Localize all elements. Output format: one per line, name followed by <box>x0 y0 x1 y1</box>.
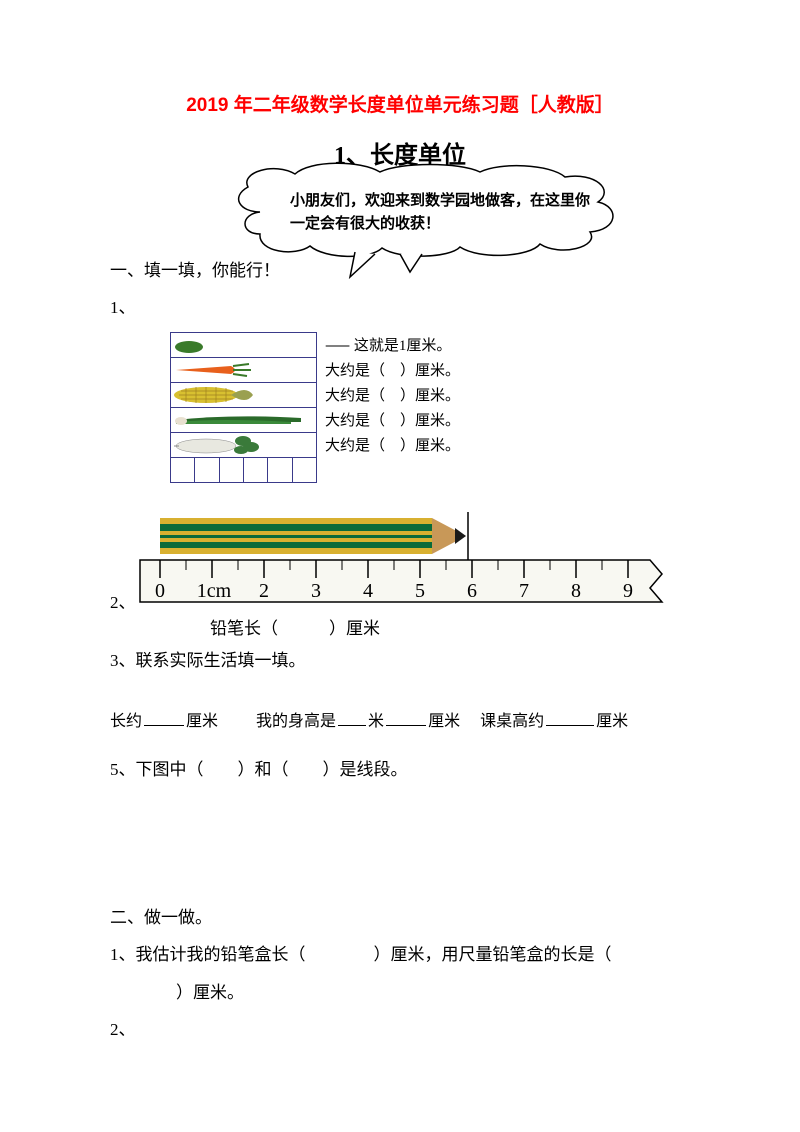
q1-label-2: 大约是（ ）厘米。 <box>325 359 460 384</box>
ruler-mark: 2 <box>259 580 269 602</box>
section2-q2: 2、 <box>110 1011 690 1048</box>
ruler-mark: 8 <box>571 580 581 602</box>
q2-caption: 铅笔长（ ）厘米 <box>210 610 380 647</box>
q1-figure: ⸺ 这就是1厘米。 大约是（ ）厘米。 大约是（ ）厘米。 大约是（ ）厘米。 … <box>170 332 690 512</box>
pencil-icon <box>160 512 468 560</box>
ruler-mark: 7 <box>519 580 529 602</box>
q3b-suf: 厘米 <box>428 713 460 730</box>
grid-cell <box>171 458 195 482</box>
ruler-mark: 1cm <box>197 580 232 602</box>
section2-q1b: ）厘米。 <box>110 974 690 1011</box>
grid-cell <box>244 458 268 482</box>
q3-fill-line: 长约 厘米 我的身高是 米 厘米 课桌高约 厘米 <box>110 704 690 739</box>
q3a-pre: 长约 <box>110 713 142 730</box>
veg-row-carrot <box>171 358 316 383</box>
q1-labels: ⸺ 这就是1厘米。 大约是（ ）厘米。 大约是（ ）厘米。 大约是（ ）厘米。 … <box>325 334 460 459</box>
q3-text: 3、联系实际生活填一填。 <box>110 642 690 679</box>
pencil-ruler-svg: 0 1cm 2 3 4 5 6 7 8 9 <box>110 512 670 632</box>
q3b-mid: 米 <box>368 713 384 730</box>
cloud-callout: 小朋友们，欢迎来到数学园地做客，在这里你 一定会有很大的收获！ <box>110 162 690 272</box>
ruler-mark: 5 <box>415 580 425 602</box>
ruler-icon: 0 1cm 2 3 4 5 6 7 8 9 <box>140 560 662 602</box>
q1-label-3: 大约是（ ）厘米。 <box>325 384 460 409</box>
q3c-pre: 课桌高约 <box>480 713 544 730</box>
q3c-suf: 厘米 <box>596 713 628 730</box>
q3b-pre: 我的身高是 <box>256 713 336 730</box>
q1-label-1: ⸺ 这就是1厘米。 <box>325 334 460 359</box>
main-title: 2019 年二年级数学长度单位单元练习题［人教版］ <box>110 90 690 117</box>
q1-label-4: 大约是（ ）厘米。 <box>325 409 460 434</box>
grid-cell <box>293 458 316 482</box>
vegetable-grid <box>170 332 317 483</box>
section2-q1: 1、我估计我的铅笔盒长（ ）厘米，用尺量铅笔盒的长是（ <box>110 936 690 973</box>
section2-heading: 二、做一做。 <box>110 899 690 936</box>
q1-number: 1、 <box>110 289 690 326</box>
ruler-mark: 6 <box>467 580 477 602</box>
grid-cell <box>220 458 244 482</box>
q3a-suf: 厘米 <box>186 713 218 730</box>
blank <box>546 709 594 726</box>
ruler-mark: 0 <box>155 580 165 602</box>
veg-row-radish <box>171 433 316 458</box>
grid-cell <box>268 458 292 482</box>
veg-row-corn <box>171 383 316 408</box>
ruler-mark: 3 <box>311 580 321 602</box>
q1-label-5: 大约是（ ）厘米。 <box>325 434 460 459</box>
blank <box>338 709 366 726</box>
cloud-line1: 小朋友们，欢迎来到数学园地做客，在这里你 <box>290 192 590 209</box>
cloud-line2: 一定会有很大的收获！ <box>290 215 440 232</box>
q5-text: 5、下图中（ ）和（ ）是线段。 <box>110 751 690 788</box>
grid-cell <box>195 458 219 482</box>
veg-grid-ruler <box>171 458 316 482</box>
q2-figure: 0 1cm 2 3 4 5 6 7 8 9 2、 铅笔长（ ）厘米 <box>110 512 690 632</box>
cloud-text: 小朋友们，欢迎来到数学园地做客，在这里你 一定会有很大的收获！ <box>290 190 590 235</box>
veg-row-scallion <box>171 408 316 433</box>
ruler-mark: 9 <box>623 580 633 602</box>
blank <box>386 709 426 726</box>
ruler-mark: 4 <box>363 580 373 602</box>
veg-row-1 <box>171 333 316 358</box>
blank <box>144 709 184 726</box>
q2-number: 2、 <box>110 584 136 621</box>
